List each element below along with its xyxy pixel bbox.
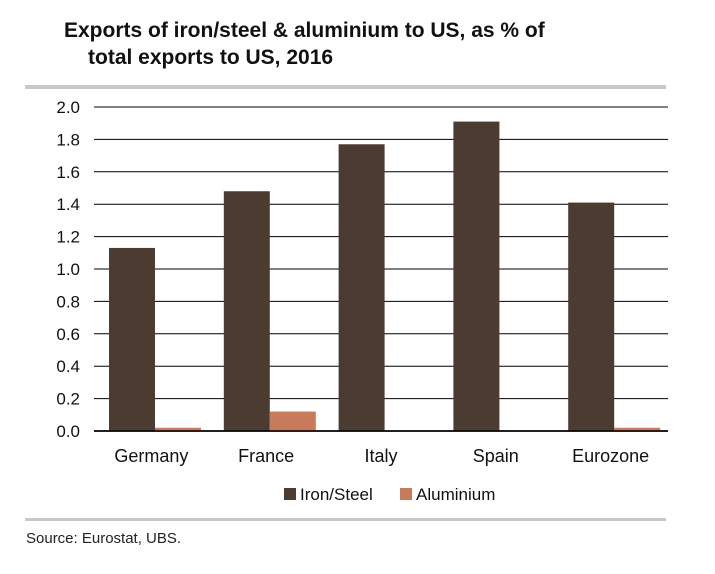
legend-swatch-aluminium bbox=[400, 488, 412, 500]
x-tick-label: France bbox=[238, 446, 294, 466]
y-tick-label: 0.4 bbox=[56, 357, 80, 376]
y-tick-label: 0.0 bbox=[56, 422, 80, 441]
y-tick-label: 1.4 bbox=[56, 195, 80, 214]
y-tick-label: 1.8 bbox=[56, 130, 80, 149]
bottom-divider bbox=[25, 518, 666, 521]
bar-aluminium-germany bbox=[155, 427, 201, 431]
y-tick-label: 1.0 bbox=[56, 260, 80, 279]
x-tick-label: Italy bbox=[364, 446, 397, 466]
top-divider bbox=[25, 85, 666, 89]
bar-iron-steel-france bbox=[223, 191, 270, 431]
bar-iron-steel-eurozone bbox=[568, 202, 615, 431]
chart-title: Exports of iron/steel & aluminium to US,… bbox=[64, 17, 684, 71]
y-tick-label: 0.2 bbox=[56, 390, 80, 409]
y-tick-label: 0.6 bbox=[56, 325, 80, 344]
x-tick-label: Spain bbox=[473, 446, 519, 466]
bar-iron-steel-italy bbox=[338, 144, 385, 431]
bar-iron-steel-germany bbox=[109, 247, 155, 431]
y-tick-label: 1.6 bbox=[56, 163, 80, 182]
chart-title-line-2: total exports to US, 2016 bbox=[88, 46, 334, 69]
y-tick-label: 0.8 bbox=[56, 292, 80, 311]
x-tick-label: Germany bbox=[114, 446, 188, 466]
bar-aluminium-france bbox=[269, 411, 316, 431]
legend-label: Iron/Steel bbox=[300, 485, 373, 504]
y-tick-label: 1.2 bbox=[56, 228, 80, 247]
x-tick-label: Eurozone bbox=[572, 446, 649, 466]
legend-swatch-iron-steel bbox=[284, 488, 296, 500]
bar-aluminium-eurozone bbox=[614, 427, 661, 431]
legend-label: Aluminium bbox=[416, 485, 495, 504]
y-tick-label: 2.0 bbox=[56, 98, 80, 117]
chart-title-line-1: Exports of iron/steel & aluminium to US,… bbox=[64, 19, 545, 42]
source-note: Source: Eurostat, UBS. bbox=[26, 530, 182, 547]
bar-iron-steel-spain bbox=[453, 121, 500, 431]
